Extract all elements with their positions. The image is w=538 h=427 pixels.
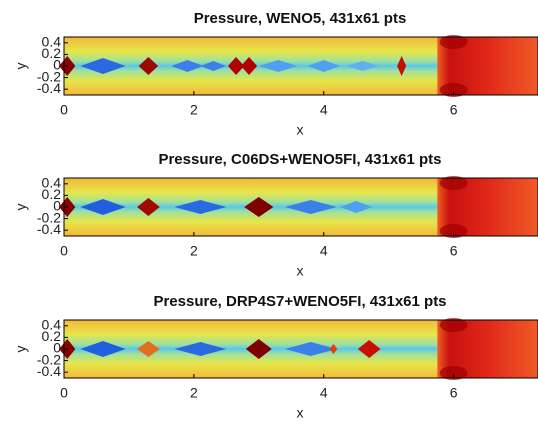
heatmap-panel: [59, 35, 538, 97]
flow-feature: [174, 200, 227, 214]
chart-title: Pressure, C06DS+WENO5FI, 431x61 pts: [158, 151, 441, 168]
flow-feature: [138, 57, 159, 75]
x-tick-label: 2: [190, 243, 198, 259]
flow-feature: [284, 200, 337, 214]
flow-feature: [346, 61, 379, 71]
x-tick-label: 6: [450, 102, 458, 118]
flow-feature: [227, 57, 245, 75]
y-tick-label: 0.4: [42, 317, 62, 333]
heatmap-panel: [59, 176, 538, 238]
y-tick-label: 0.4: [42, 175, 62, 191]
flow-feature: [284, 342, 337, 356]
y-tick-label: 0: [53, 340, 61, 356]
y-tick-label: 0.2: [42, 328, 62, 344]
chart-title: Pressure, DRP4S7+WENO5FI, 431x61 pts: [153, 293, 446, 310]
x-tick-label: 0: [60, 243, 68, 259]
x-axis-label: x: [297, 263, 304, 279]
y-axis-label: y: [13, 346, 29, 353]
flow-feature: [245, 339, 272, 359]
y-axis-label: y: [13, 204, 29, 211]
y-tick-label: -0.2: [37, 351, 61, 367]
flow-feature: [307, 60, 340, 72]
x-tick-label: 4: [320, 385, 328, 401]
x-axis-label: x: [297, 405, 304, 421]
x-tick-label: 6: [450, 385, 458, 401]
hot-blob: [439, 83, 468, 97]
x-tick-label: 6: [450, 243, 458, 259]
flow-feature: [339, 201, 373, 213]
y-tick-label: 0.2: [42, 186, 62, 202]
flow-feature: [258, 60, 298, 72]
hot-blob: [439, 366, 468, 380]
x-tick-label: 4: [320, 243, 328, 259]
flow-feature: [137, 341, 160, 357]
x-tick-label: 4: [320, 102, 328, 118]
y-axis-label: y: [13, 63, 29, 70]
flow-feature: [174, 342, 227, 356]
flow-feature: [240, 57, 258, 75]
y-tick-label: -0.4: [37, 221, 61, 237]
flow-feature: [171, 60, 204, 72]
x-tick-label: 2: [190, 385, 198, 401]
y-tick-label: 0: [53, 198, 61, 214]
y-tick-label: 0.4: [42, 34, 62, 50]
y-tick-label: 0.2: [42, 45, 62, 61]
x-tick-label: 0: [60, 385, 68, 401]
flow-feature: [80, 58, 126, 74]
flow-feature: [137, 198, 160, 216]
y-tick-label: -0.4: [37, 363, 61, 379]
hot-blob: [439, 224, 468, 238]
x-tick-label: 2: [190, 102, 198, 118]
chart-title: Pressure, WENO5, 431x61 pts: [194, 10, 407, 27]
hot-blob: [439, 318, 468, 332]
y-tick-label: -0.4: [37, 80, 61, 96]
flow-feature: [80, 341, 126, 357]
x-tick-label: 0: [60, 102, 68, 118]
flow-feature: [80, 199, 126, 215]
y-tick-label: -0.2: [37, 68, 61, 84]
flow-feature: [357, 340, 381, 358]
hot-blob: [439, 176, 468, 190]
flow-feature: [244, 197, 274, 217]
flow-feature: [200, 61, 227, 71]
y-tick-label: 0: [53, 57, 61, 73]
x-axis-label: x: [297, 122, 304, 138]
flow-feature: [329, 344, 338, 354]
y-tick-label: -0.2: [37, 209, 61, 225]
hot-blob: [439, 35, 468, 49]
flow-feature: [397, 56, 407, 76]
heatmap-panel: [59, 318, 538, 380]
